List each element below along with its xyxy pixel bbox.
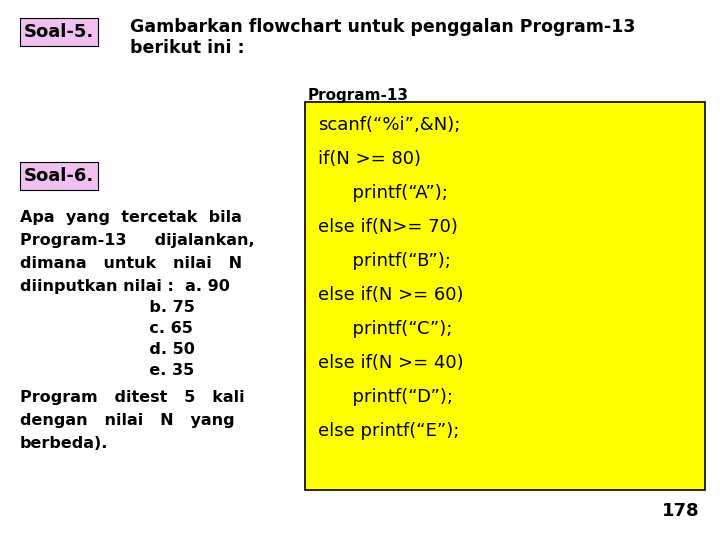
FancyBboxPatch shape [20,162,98,190]
Text: else if(N>= 70): else if(N>= 70) [318,218,458,236]
Text: Program-13     dijalankan,: Program-13 dijalankan, [20,233,255,248]
Text: Apa  yang  tercetak  bila: Apa yang tercetak bila [20,210,242,225]
Text: diinputkan nilai :  a. 90: diinputkan nilai : a. 90 [20,279,230,294]
FancyBboxPatch shape [20,18,98,46]
Text: if(N >= 80): if(N >= 80) [318,150,421,168]
Text: Gambarkan flowchart untuk penggalan Program-13
berikut ini :: Gambarkan flowchart untuk penggalan Prog… [130,18,635,57]
Text: Program   ditest   5   kali: Program ditest 5 kali [20,390,245,405]
Text: Soal-5.: Soal-5. [24,23,94,41]
Text: printf(“D”);: printf(“D”); [318,388,453,406]
Text: dimana   untuk   nilai   N: dimana untuk nilai N [20,256,242,271]
Text: scanf(“%i”,&N);: scanf(“%i”,&N); [318,116,460,134]
Text: else if(N >= 40): else if(N >= 40) [318,354,464,372]
Text: berbeda).: berbeda). [20,436,109,451]
Text: b. 75: b. 75 [20,300,195,315]
Text: 178: 178 [662,502,700,520]
Text: c. 65: c. 65 [20,321,193,336]
Text: printf(“B”);: printf(“B”); [318,252,451,270]
Text: dengan   nilai   N   yang: dengan nilai N yang [20,413,235,428]
Text: e. 35: e. 35 [20,363,194,378]
Text: printf(“A”);: printf(“A”); [318,184,448,202]
FancyBboxPatch shape [305,102,705,490]
Text: d. 50: d. 50 [20,342,195,357]
Text: Program-13: Program-13 [308,88,409,103]
Text: else printf(“E”);: else printf(“E”); [318,422,459,440]
Text: printf(“C”);: printf(“C”); [318,320,452,338]
Text: else if(N >= 60): else if(N >= 60) [318,286,464,304]
Text: Soal-6.: Soal-6. [24,167,94,185]
